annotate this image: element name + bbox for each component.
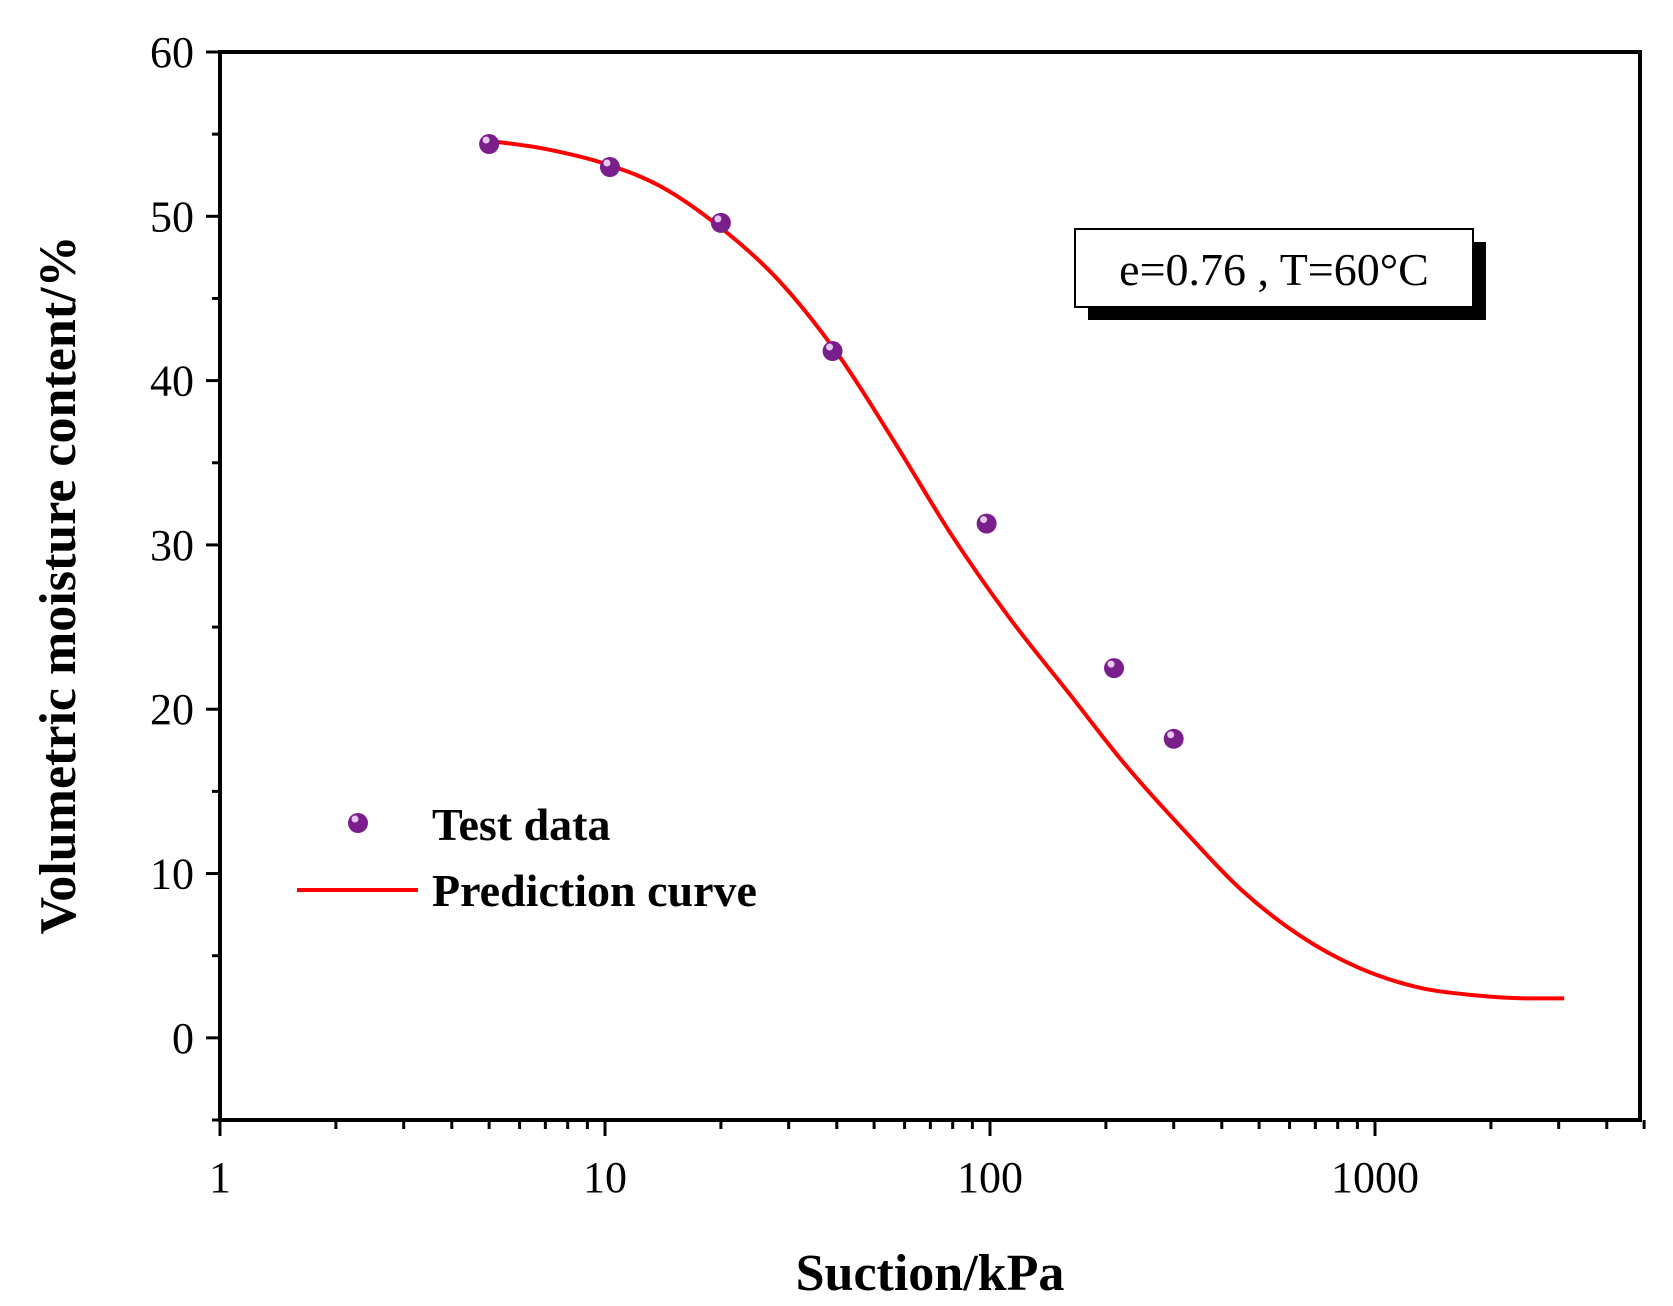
legend-marker-test-data xyxy=(348,813,368,833)
legend-label-test-data: Test data xyxy=(432,799,611,850)
y-tick-label: 20 xyxy=(150,685,194,734)
data-point-highlight xyxy=(714,215,722,223)
legend-label-prediction-curve: Prediction curve xyxy=(432,865,757,916)
data-point-highlight xyxy=(1167,731,1175,739)
data-point-highlight xyxy=(603,159,611,167)
y-axis-ticks: 0 10 20 30 40 50 60 xyxy=(150,28,220,1122)
test-data-series xyxy=(479,134,1184,749)
legend-marker-highlight xyxy=(351,815,359,823)
annotation-box: e=0.76 , T=60°C xyxy=(1074,228,1486,320)
x-axis-ticks: 1 10 100 1000 xyxy=(209,1120,1646,1202)
y-tick-label: 30 xyxy=(150,521,194,570)
data-point-highlight xyxy=(980,516,988,524)
y-axis-title: Volumetric moisture content/% xyxy=(30,235,87,934)
plot-frame xyxy=(218,50,1642,1122)
data-point-highlight xyxy=(1107,660,1115,668)
y-tick-label: 40 xyxy=(150,357,194,406)
data-point xyxy=(1104,658,1125,679)
data-point-highlight xyxy=(482,136,490,144)
data-point xyxy=(710,212,731,233)
x-tick-label: 100 xyxy=(957,1153,1023,1202)
data-point xyxy=(599,157,620,178)
annotation-text: e=0.76 , T=60°C xyxy=(1119,244,1429,295)
data-point-highlight xyxy=(826,343,834,351)
y-tick-label: 0 xyxy=(172,1014,194,1063)
data-point xyxy=(822,341,843,362)
annotation-frame xyxy=(1074,228,1474,308)
x-tick-label: 1 xyxy=(209,1153,231,1202)
x-axis-title: Suction/kPa xyxy=(796,1245,1065,1302)
prediction-curve-line xyxy=(488,138,1565,1001)
y-tick-label: 60 xyxy=(150,28,194,77)
x-tick-label: 1000 xyxy=(1331,1153,1419,1202)
data-point xyxy=(1163,728,1184,749)
data-point xyxy=(976,513,997,534)
y-tick-label: 50 xyxy=(150,192,194,241)
prediction-curve-series xyxy=(488,138,1565,1001)
y-tick-label: 10 xyxy=(150,850,194,899)
data-point xyxy=(479,134,500,155)
legend: Test data Prediction curve xyxy=(297,799,757,916)
x-tick-label: 10 xyxy=(583,1153,627,1202)
